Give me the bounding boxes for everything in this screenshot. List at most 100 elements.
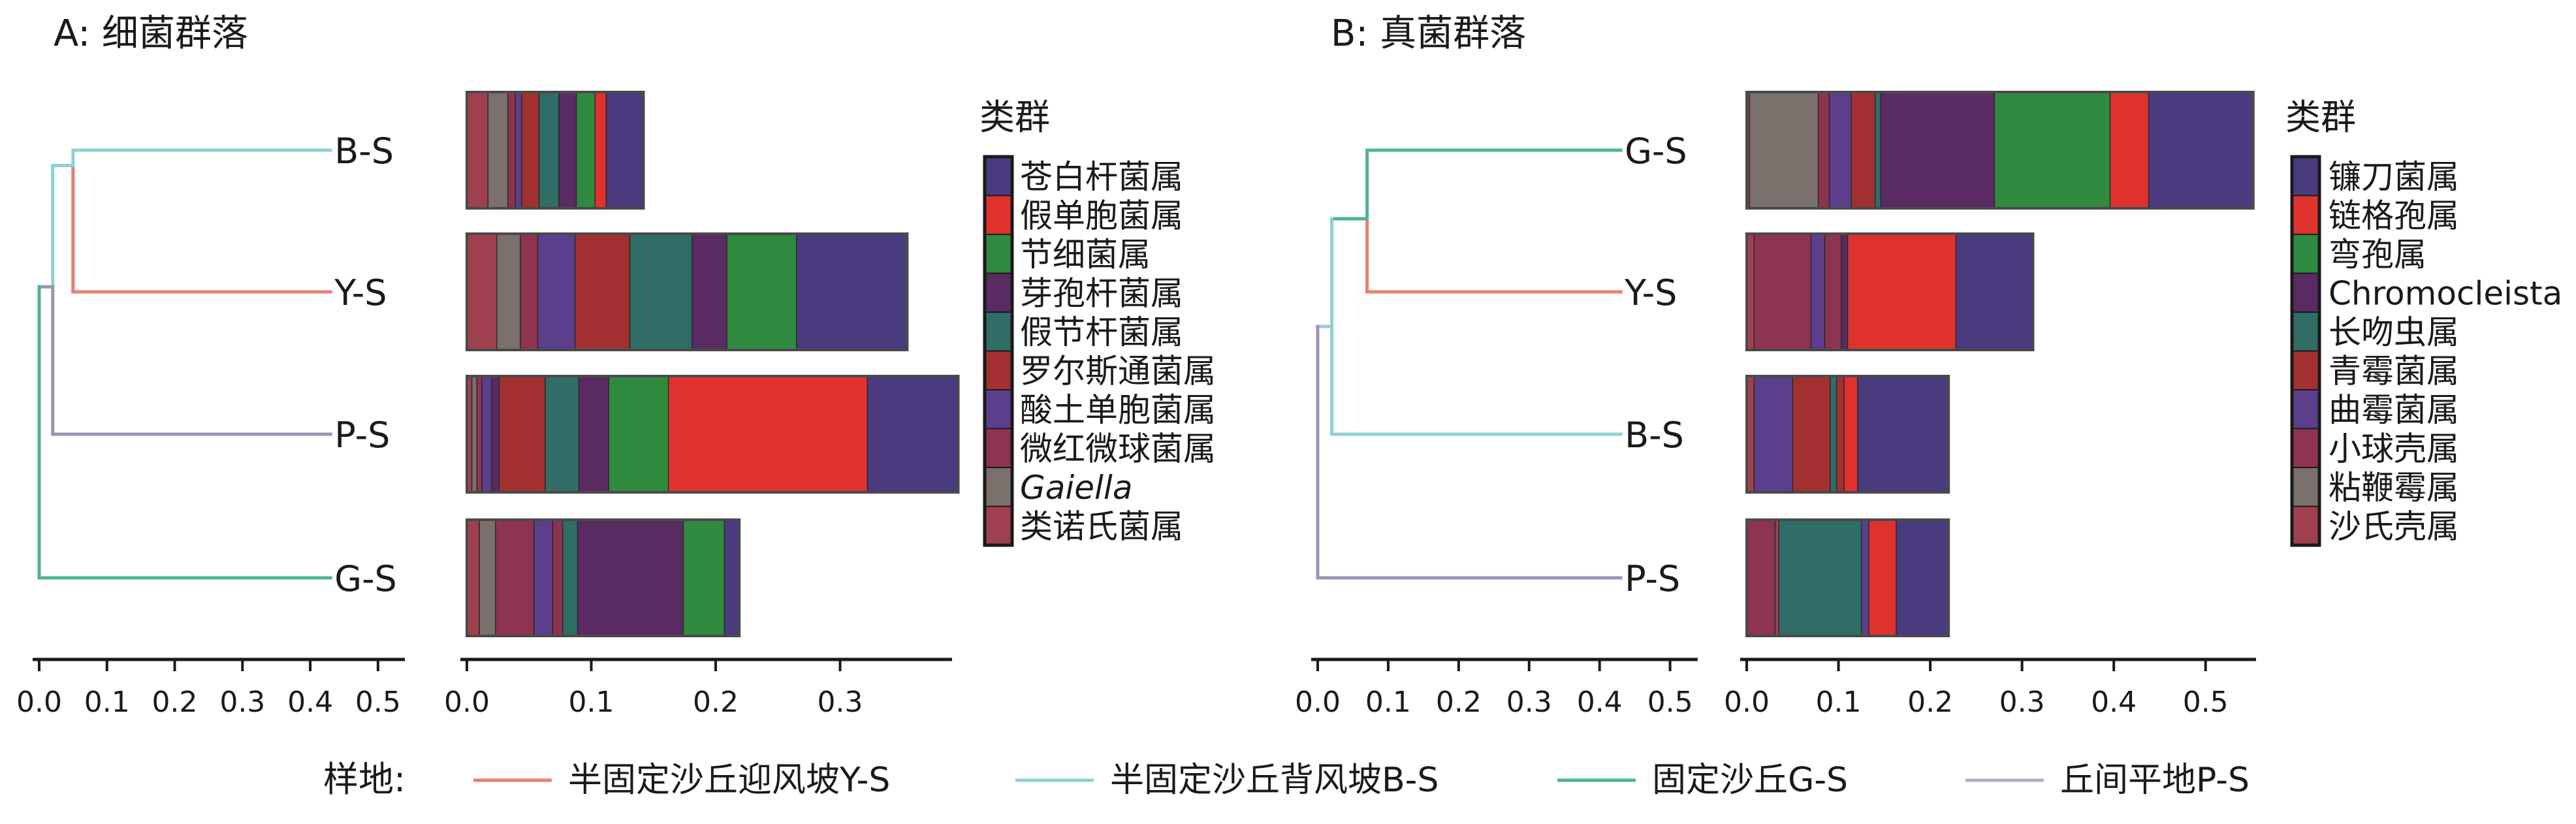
bar-segment — [1851, 91, 1876, 209]
bar-segment — [471, 375, 477, 493]
bar-Y-S — [466, 232, 909, 351]
dendrogram-tick-label: 0.0 — [16, 686, 62, 719]
bar-G-S — [466, 518, 741, 637]
bar-segment — [487, 91, 509, 209]
bar-tick-label: 0.3 — [818, 686, 863, 719]
bar-segment — [682, 519, 725, 637]
bar-segment — [1841, 233, 1849, 351]
bar-segment — [1778, 519, 1862, 637]
bar-segment — [1753, 375, 1794, 493]
bar-segment — [578, 375, 609, 493]
bar-segment — [1749, 91, 1819, 209]
sample-label: Y-S — [334, 272, 387, 313]
legend-swatch — [2291, 467, 2320, 507]
legend-label: 小球壳属 — [2329, 430, 2459, 467]
bar-tick-label: 0.1 — [569, 686, 614, 719]
sample-label: Y-S — [1624, 272, 1677, 313]
bar-tick-label: 0.3 — [1999, 686, 2045, 719]
bar-segment — [533, 519, 554, 637]
bar-segment — [2109, 91, 2150, 209]
dendrogram-tick-label: 0.3 — [219, 686, 265, 719]
bar-Y-S — [1745, 232, 2035, 351]
bar-segment — [1817, 91, 1830, 209]
legend-label: 长吻虫属 — [2329, 313, 2459, 351]
bar-segment — [1860, 519, 1869, 637]
bar-segment — [507, 91, 517, 209]
legend-label: 类诺氏菌属 — [1020, 507, 1183, 545]
bar-tick-label: 0.2 — [1907, 686, 1953, 719]
bar-outline — [466, 375, 960, 494]
bar-segment — [558, 91, 577, 209]
bar-segment — [2148, 91, 2254, 209]
bar-segment — [574, 233, 631, 351]
bar-outline — [1745, 232, 2035, 351]
site-legend: 样地: 半固定沙丘迎风坡Y-S 半固定沙丘背风坡B-S 固定沙丘G-S 丘间平地P-S — [323, 759, 2250, 800]
sample-label: P-S — [334, 415, 390, 456]
site-legend-item: 半固定沙丘背风坡B-S — [1110, 761, 1439, 800]
legend-label: 微红微球菌属 — [1020, 430, 1216, 467]
bar-segment — [629, 233, 693, 351]
bar-tick-label: 0.1 — [1816, 686, 1862, 719]
bar-segment — [479, 519, 496, 637]
legend-swatch — [984, 389, 1013, 430]
legend-frame — [2290, 155, 2321, 547]
dendrogram-tick-label: 0.4 — [287, 686, 333, 719]
sample-label: P-S — [1625, 558, 1680, 599]
bar-tick-label: 0.0 — [1724, 686, 1770, 719]
site-legend-item: 固定沙丘G-S — [1652, 761, 1848, 800]
bar-segment — [466, 519, 480, 637]
bar-segment — [1955, 233, 2034, 351]
legend-label: 罗尔斯通菌属 — [1020, 352, 1216, 390]
bar-P-S — [466, 375, 960, 494]
dendrogram-tick-label: 0.4 — [1577, 686, 1623, 719]
taxa-legend: 类群镰刀菌属链格孢属弯孢属Chromocleista长吻虫属青霉菌属曲霉菌属小球… — [2285, 97, 2562, 547]
bar-segment — [1774, 519, 1779, 637]
bar-segment — [605, 91, 644, 209]
legend-label: 镰刀菌属 — [2329, 158, 2459, 196]
bar-segment — [867, 375, 959, 493]
bar-segment — [1868, 519, 1897, 637]
sample-label: G-S — [334, 558, 397, 599]
legend-swatch — [2291, 389, 2320, 430]
bar-segment — [520, 233, 539, 351]
dendrogram-tick-label: 0.5 — [355, 686, 401, 719]
bar-segment — [481, 375, 492, 493]
legend-swatch — [2291, 428, 2320, 468]
dendrogram-tick-label: 0.2 — [152, 686, 198, 719]
legend-label: 节细菌属 — [1020, 236, 1151, 274]
legend-swatch — [2291, 350, 2320, 390]
bar-segment — [796, 233, 908, 351]
chart-title: A: 细菌群落 — [54, 12, 248, 55]
legend-swatch — [2291, 505, 2320, 546]
bar-segment — [1753, 233, 1812, 351]
bar-segment — [575, 91, 596, 209]
bar-outline — [1745, 518, 1950, 637]
legend-label: 假节杆菌属 — [1020, 313, 1183, 351]
legend-swatch — [984, 272, 1013, 313]
legend-swatch — [2291, 156, 2320, 197]
panel-b-fungi: B: 真菌群落 G-S Y-S B-S P-S 0.0 0.1 0.2 0.3 0.4 0.5 0.0… — [1295, 12, 2562, 719]
legend-label: Gaiella — [1020, 469, 1132, 507]
legend-label: 青霉菌属 — [2329, 352, 2459, 390]
bar-tick-label: 0.5 — [2183, 686, 2229, 719]
legend-label: 链格孢属 — [2329, 197, 2459, 234]
bar-segment — [1896, 519, 1949, 637]
bar-segment — [667, 375, 868, 493]
bar-segment — [562, 519, 579, 637]
bar-segment — [552, 519, 564, 637]
bar-outline — [466, 518, 741, 637]
bar-segment — [537, 233, 576, 351]
bar-segment — [577, 519, 684, 637]
legend-title: 类群 — [979, 97, 1050, 138]
legend-swatch — [984, 428, 1013, 468]
legend-swatch — [2291, 234, 2320, 274]
dendrogram-tick-label: 0.5 — [1647, 686, 1693, 719]
bar-tick-label: 0.4 — [2091, 686, 2137, 719]
bar-segment — [1792, 375, 1831, 493]
site-legend-item: 半固定沙丘迎风坡Y-S — [568, 761, 890, 800]
bar-outline — [466, 91, 645, 210]
bar-segment — [545, 375, 580, 493]
chart-title: B: 真菌群落 — [1331, 12, 1526, 55]
dendrogram — [1316, 148, 1623, 580]
bar-segment — [726, 233, 797, 351]
